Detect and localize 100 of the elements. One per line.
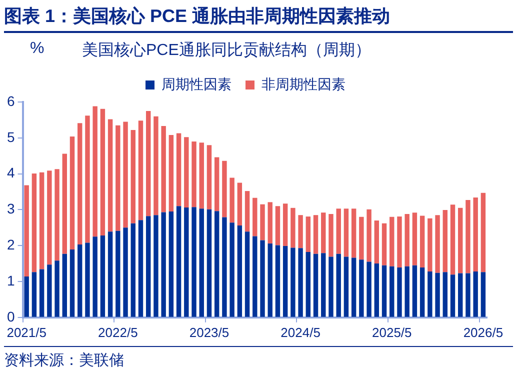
- bar: [298, 248, 303, 317]
- legend-label: 非周期性因素: [262, 76, 346, 92]
- bar: [306, 252, 311, 317]
- bar: [404, 214, 410, 266]
- bar: [374, 220, 380, 264]
- y-tick-label: 6: [6, 92, 15, 109]
- bar: [359, 260, 364, 317]
- bar: [374, 264, 380, 317]
- bar: [138, 120, 144, 220]
- bar: [321, 212, 326, 254]
- y-tick-label: 0: [6, 308, 15, 324]
- bar: [108, 232, 113, 317]
- bar: [199, 208, 204, 317]
- bar: [192, 141, 196, 208]
- bar: [244, 232, 250, 317]
- bar: [435, 272, 440, 317]
- bar: [47, 170, 52, 265]
- bar: [298, 215, 303, 248]
- bar: [116, 230, 120, 317]
- bar: [290, 208, 296, 248]
- bar: [282, 246, 288, 317]
- bar: [237, 225, 242, 317]
- bar: [92, 236, 98, 317]
- bar: [206, 145, 212, 210]
- bar: [54, 260, 60, 317]
- bar: [466, 200, 470, 274]
- bar: [306, 216, 311, 252]
- bar: [397, 216, 402, 268]
- bar: [290, 248, 296, 317]
- bar: [32, 272, 37, 317]
- x-tick-label: 2022/5: [98, 324, 138, 340]
- bar: [366, 262, 372, 317]
- bar: [480, 192, 486, 272]
- bar: [412, 212, 418, 266]
- bar: [176, 206, 182, 317]
- bar: [321, 253, 326, 317]
- bar: [252, 236, 258, 317]
- bar: [230, 222, 234, 317]
- y-tick-label: 3: [6, 200, 15, 217]
- y-tick-label: 4: [6, 164, 15, 181]
- bar: [244, 191, 250, 232]
- bar: [78, 123, 82, 245]
- bar: [351, 258, 356, 317]
- bar: [100, 108, 106, 236]
- bar: [168, 211, 174, 317]
- x-tick-label: 2023/5: [189, 324, 230, 340]
- bar: [344, 256, 349, 317]
- bar: [328, 256, 334, 317]
- text: 资料来源：美联储: [4, 352, 124, 369]
- bar: [336, 254, 341, 317]
- bar: [442, 210, 448, 272]
- x-tick-label: 2024/5: [280, 324, 320, 340]
- bar: [328, 214, 334, 257]
- bar: [420, 216, 425, 268]
- bar: [237, 182, 242, 226]
- bar: [24, 185, 29, 276]
- bar: [282, 204, 288, 246]
- y-tick-label: 2: [6, 236, 15, 252]
- bar: [24, 276, 29, 317]
- bar: [397, 268, 402, 317]
- bar: [252, 198, 258, 236]
- bar: [450, 274, 456, 317]
- bar: [222, 217, 227, 317]
- bar: [480, 272, 486, 317]
- bar: [428, 271, 432, 317]
- bar: [130, 223, 136, 317]
- bar: [154, 116, 158, 216]
- bar: [412, 265, 418, 317]
- bar: [192, 207, 196, 317]
- bar: [366, 209, 372, 262]
- x-tick-label: 2021/5: [6, 324, 46, 340]
- y-axis-title: %: [30, 40, 44, 58]
- x-tick-label: 2025/5: [372, 324, 412, 340]
- bar: [466, 273, 470, 317]
- bar: [214, 211, 220, 317]
- bar: [176, 133, 182, 206]
- bar: [146, 110, 151, 216]
- bar: [184, 137, 189, 208]
- bar: [404, 266, 410, 317]
- bar: [100, 236, 106, 317]
- bar: [85, 116, 90, 243]
- bar: [351, 208, 356, 258]
- bar: [260, 240, 265, 317]
- bar: [458, 273, 463, 317]
- bar: [130, 130, 136, 224]
- bar: [161, 126, 166, 212]
- bar: [92, 106, 98, 237]
- bar: [435, 215, 440, 273]
- bar: [442, 272, 448, 317]
- bar: [336, 208, 341, 254]
- bar: [473, 197, 478, 272]
- chart-title: 图表 1：美国核心 PCE 通胀由非周期性因素推动: [4, 4, 513, 33]
- bar: [85, 242, 90, 317]
- bar: [458, 208, 463, 274]
- bar: [359, 216, 364, 260]
- bar: [138, 220, 144, 317]
- y-tick-label: 1: [6, 272, 15, 288]
- bar: [344, 208, 349, 257]
- bar: [275, 245, 280, 317]
- bar: [199, 142, 204, 209]
